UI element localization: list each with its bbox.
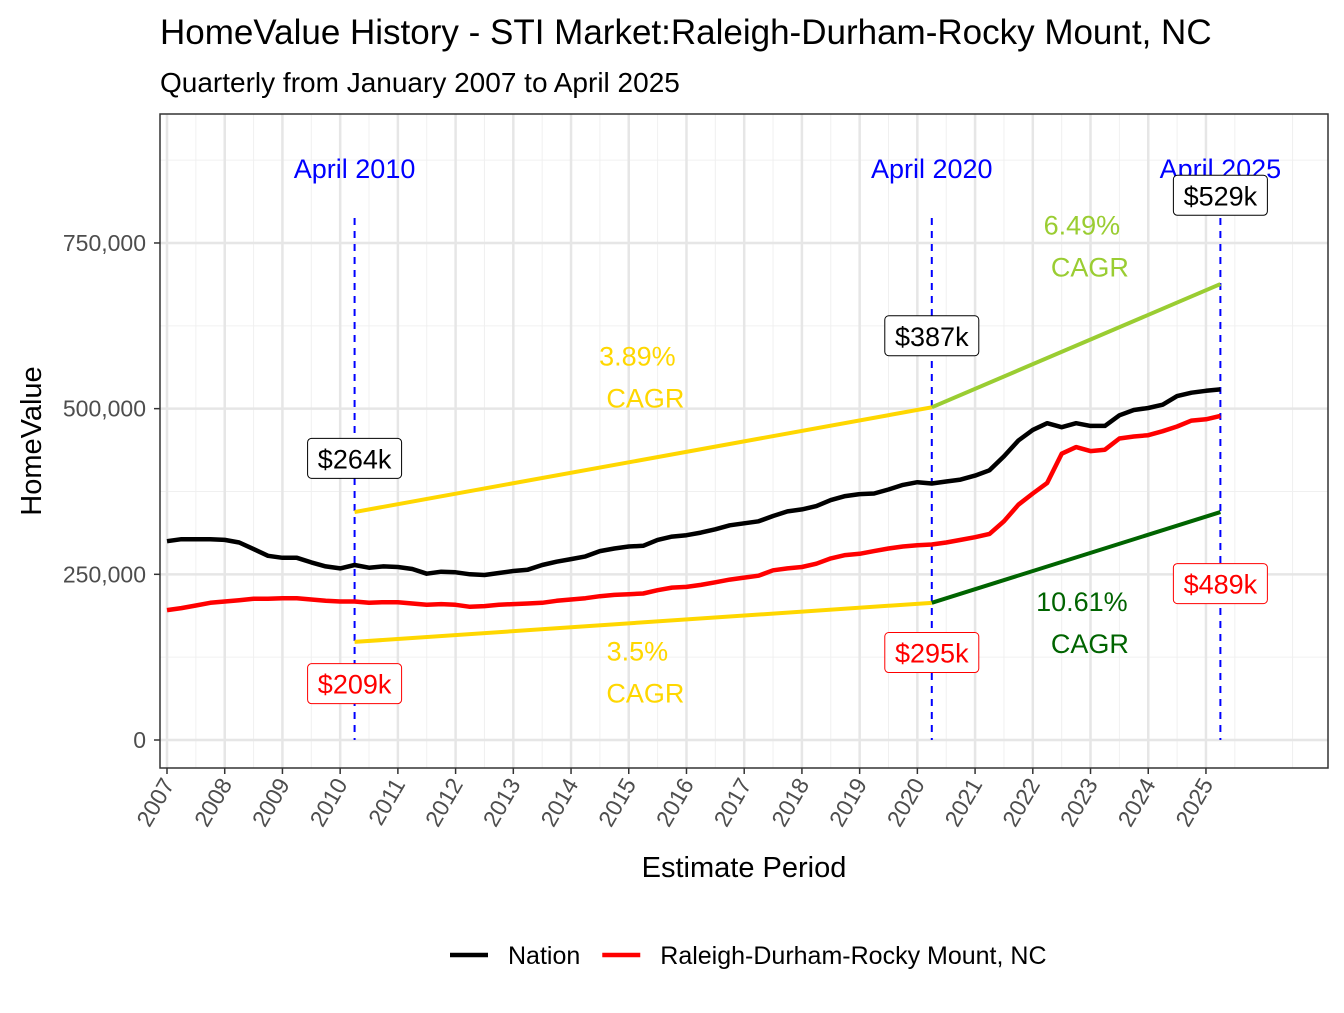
cagr-line xyxy=(354,600,932,644)
x-axis-label: Estimate Period xyxy=(642,852,847,884)
y-tick-label: 500,000 xyxy=(63,396,146,422)
x-tick-label: 2021 xyxy=(939,774,987,831)
x-tick-label: 2020 xyxy=(882,774,930,831)
grid xyxy=(160,114,1328,768)
cagr-label: CAGR xyxy=(1051,252,1129,282)
x-tick-label: 2014 xyxy=(535,773,583,830)
cagr-line xyxy=(931,510,1221,605)
cagr-line xyxy=(931,282,1222,410)
value-label-box xyxy=(1172,563,1268,605)
x-tick-label: 2013 xyxy=(478,774,526,831)
cagr-label: CAGR xyxy=(1051,629,1129,659)
value-label-box xyxy=(1172,174,1268,216)
value-label: $489k xyxy=(1184,570,1258,600)
x-tick-label: 2024 xyxy=(1112,773,1160,830)
series-line-nation xyxy=(166,387,1221,578)
chart-subtitle: Quarterly from January 2007 to April 202… xyxy=(160,67,680,98)
x-tick-label: 2018 xyxy=(766,774,814,831)
x-tick-label: 2012 xyxy=(420,774,468,831)
series-line-raleigh-durham-rocky-mount-nc xyxy=(166,413,1221,613)
cagr-rate-label: 3.89% xyxy=(599,342,676,372)
legend-label: Nation xyxy=(508,942,580,970)
y-tick-label: 750,000 xyxy=(63,230,146,256)
value-label: $295k xyxy=(895,639,969,669)
value-label: $387k xyxy=(895,322,969,352)
cagr-rate-label: 10.61% xyxy=(1036,587,1128,617)
x-tick-label: 2009 xyxy=(247,774,295,831)
x-tick-label: 2022 xyxy=(997,774,1045,831)
value-label: $209k xyxy=(318,670,392,700)
cagr-line xyxy=(354,405,933,514)
cagr-label: CAGR xyxy=(606,384,684,414)
value-label: $529k xyxy=(1184,181,1258,211)
value-label-box xyxy=(884,315,980,357)
value-label: $264k xyxy=(318,444,392,474)
chart-title: HomeValue History - STI Market:Raleigh-D… xyxy=(160,13,1212,52)
x-tick-label: 2007 xyxy=(131,774,179,831)
x-tick-label: 2023 xyxy=(1055,774,1103,831)
y-tick-label: 250,000 xyxy=(63,561,146,587)
x-tick-label: 2010 xyxy=(304,774,352,831)
x-tick-label: 2019 xyxy=(824,774,872,831)
x-tick-label: 2008 xyxy=(189,774,237,831)
vline-label: April 2010 xyxy=(294,154,416,184)
legend: Nation Raleigh-Durham-Rocky Mount, NC xyxy=(450,942,1047,970)
cagr-rate-label: 3.5% xyxy=(607,636,669,666)
y-axis-label: HomeValue xyxy=(16,366,48,515)
vline-label: April 2020 xyxy=(871,154,993,184)
value-label-box xyxy=(884,632,980,674)
x-tick-label: 2015 xyxy=(593,774,641,831)
x-tick-label: 2016 xyxy=(651,774,699,831)
legend-label: Raleigh-Durham-Rocky Mount, NC xyxy=(660,942,1046,970)
y-tick-label: 0 xyxy=(133,727,146,753)
value-label-box xyxy=(307,663,403,705)
cagr-label: CAGR xyxy=(606,678,684,708)
x-tick-label: 2011 xyxy=(363,774,410,830)
cagr-rate-label: 6.49% xyxy=(1044,210,1121,240)
value-label-box xyxy=(307,437,403,479)
x-tick-label: 2017 xyxy=(708,774,756,831)
marks: 3.89% CAGR 6.49% CAGR 3.5% CAGR 10.61% CAGR Apri… xyxy=(166,154,1281,740)
x-tick-label: 2025 xyxy=(1170,774,1218,831)
